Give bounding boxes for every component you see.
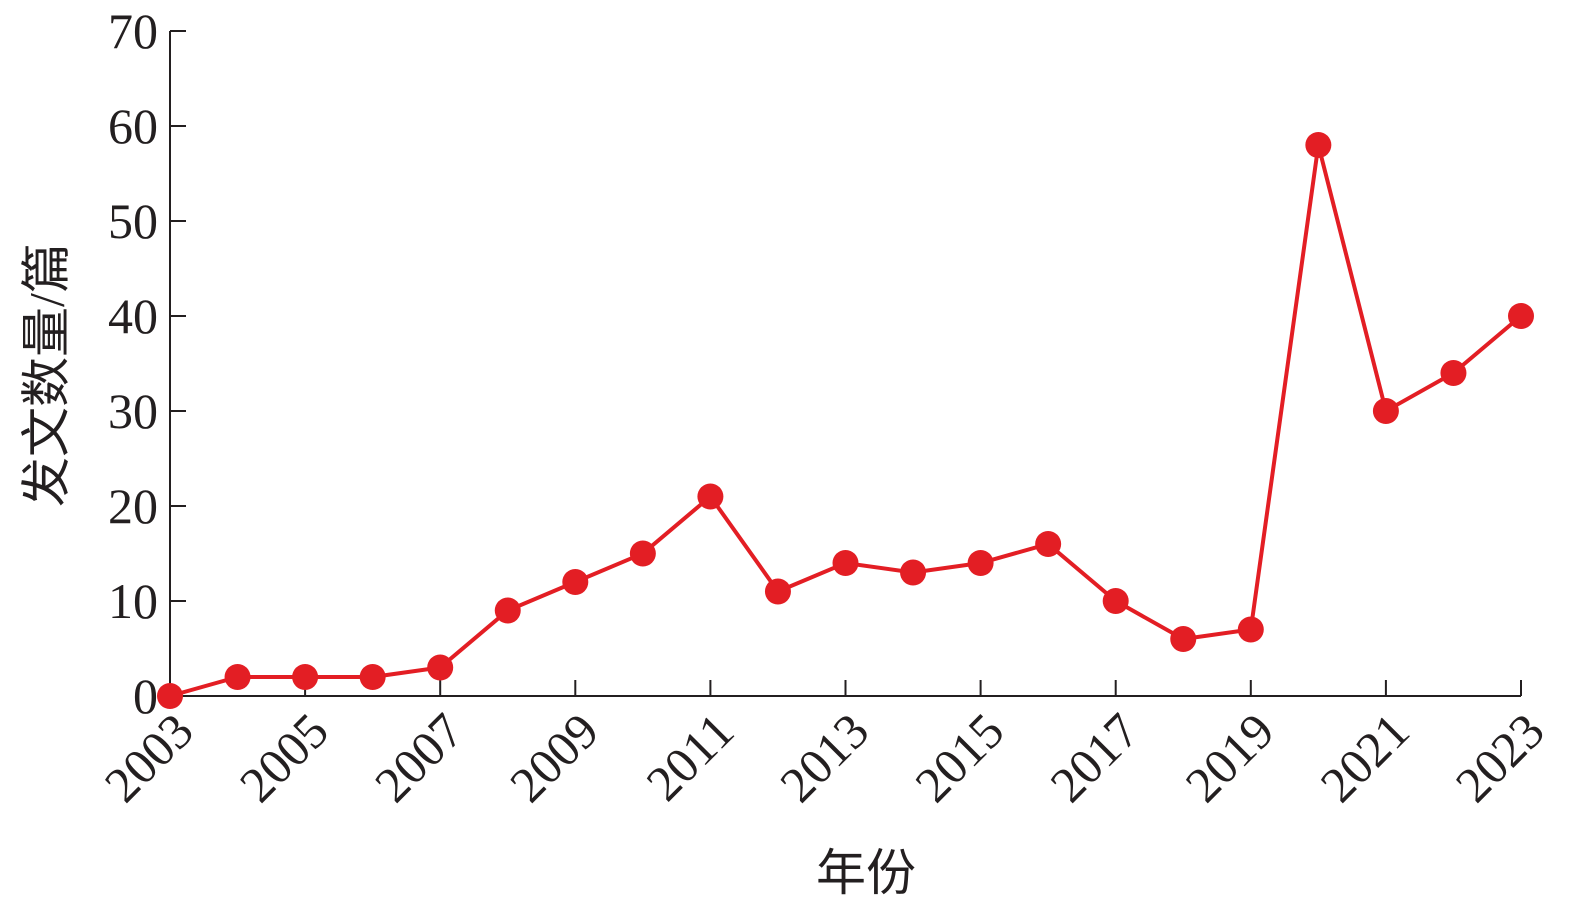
x-tick-label: 2005 xyxy=(229,702,339,812)
point xyxy=(292,664,319,690)
point xyxy=(764,578,791,605)
point xyxy=(900,559,927,586)
point xyxy=(967,550,994,576)
point xyxy=(1508,303,1534,329)
point xyxy=(427,654,454,681)
y-tick-label: 20 xyxy=(108,478,158,534)
point xyxy=(1102,588,1129,614)
x-tick-label: 2003 xyxy=(94,702,204,812)
x-tick-label: 2017 xyxy=(1039,702,1149,812)
y-tick-label: 0 xyxy=(133,668,158,724)
x-tick-label: 2009 xyxy=(499,702,609,812)
x-tick-label: 2019 xyxy=(1174,702,1284,812)
point xyxy=(1170,626,1197,652)
point xyxy=(1440,360,1467,386)
y-tick-label: 50 xyxy=(108,193,158,249)
y-tick-label: 40 xyxy=(108,288,158,344)
point xyxy=(1372,398,1399,424)
point xyxy=(1305,132,1332,158)
x-tick-label: 2015 xyxy=(904,702,1014,812)
x-tick-label: 2011 xyxy=(635,702,744,811)
point xyxy=(1035,531,1062,557)
point xyxy=(629,540,656,567)
point xyxy=(359,664,386,690)
x-axis-label: 年份 xyxy=(816,845,916,901)
point xyxy=(157,683,183,709)
x-tick-label: 2023 xyxy=(1445,702,1555,812)
y-tick-label: 30 xyxy=(108,383,158,439)
y-tick-label: 60 xyxy=(108,98,158,154)
y-tick-label: 70 xyxy=(108,3,158,59)
y-axis-label: 发文数量/篇 xyxy=(18,243,74,507)
line xyxy=(169,144,1523,698)
point xyxy=(697,483,724,510)
point xyxy=(832,550,859,576)
x-tick-label: 2021 xyxy=(1309,702,1419,812)
point xyxy=(224,664,251,690)
x-tick-label: 2007 xyxy=(364,702,474,812)
point xyxy=(494,597,521,624)
point xyxy=(562,569,589,595)
point xyxy=(1237,616,1264,643)
x-tick-label: 2013 xyxy=(769,702,879,812)
y-tick-label: 10 xyxy=(108,573,158,629)
